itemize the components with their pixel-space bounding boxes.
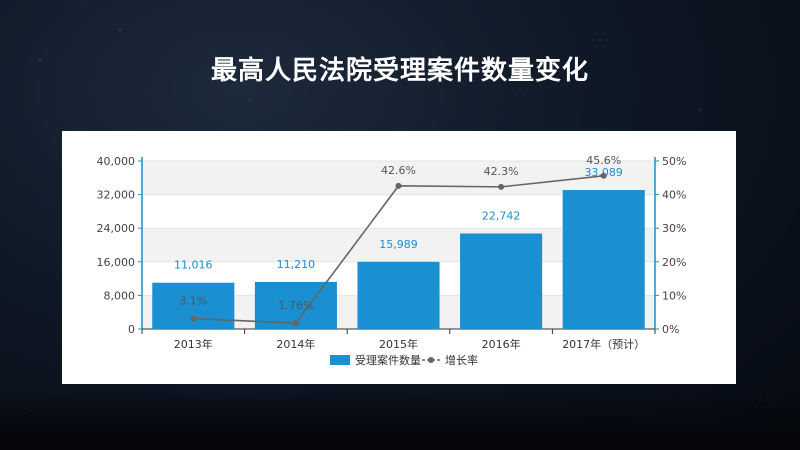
legend-swatch-bar (330, 355, 350, 365)
growth-rate-label: 3.1% (179, 295, 207, 308)
x-axis-tick-label: 2015年 (379, 337, 418, 351)
growth-rate-point (292, 320, 299, 327)
page-title: 最高人民法院受理案件数量变化 (210, 56, 589, 86)
left-axis-tick-label: 16,000 (97, 256, 136, 269)
x-axis-tick-label: 2016年 (482, 337, 521, 351)
bar-value-label: 33,089 (584, 166, 623, 179)
bar (357, 261, 440, 329)
ground-silhouette (0, 390, 800, 450)
growth-rate-label: 1.76% (278, 299, 313, 312)
left-axis-tick-labels: 0 8,000 16,000 24,000 32,000 40,000 (97, 155, 136, 336)
left-axis-tick-label: 24,000 (97, 222, 136, 235)
growth-rate-point (498, 183, 505, 190)
line-series (190, 172, 607, 327)
growth-rate-point (190, 315, 197, 322)
bar (562, 190, 645, 329)
right-axis-tick-label: 0% (662, 323, 679, 336)
growth-rate-label: 42.3% (484, 165, 519, 178)
bar-value-label: 15,989 (379, 238, 418, 251)
right-axis-tick-label: 20% (662, 256, 686, 269)
x-axis-tick-label: 2017年（预计） (562, 337, 645, 351)
legend-swatch-line-marker (428, 357, 434, 363)
left-axis-tick-label: 40,000 (97, 155, 136, 168)
bar (460, 233, 543, 329)
bar-value-label: 11,016 (174, 259, 213, 272)
bar-value-label: 11,210 (277, 258, 316, 271)
right-axis-tick-label: 40% (662, 189, 686, 202)
right-axis-tick-label: 10% (662, 289, 686, 302)
x-axis-tick-labels: 2013年 2014年 2015年 2016年 2017年（预计） (174, 337, 645, 351)
left-axis-tick-label: 32,000 (97, 189, 136, 202)
chart-panel: 11,016 11,210 15,989 22,742 33,089 3.1% 1.76%… (62, 131, 736, 384)
chart-legend: 受理案件数量 增长率 (330, 353, 478, 367)
grid-band (142, 161, 655, 195)
bar-data-labels: 11,016 11,210 15,989 22,742 33,089 (174, 166, 623, 272)
left-axis-tick-label: 8,000 (104, 289, 136, 302)
x-axis-tick-label: 2014年 (276, 337, 315, 351)
line-data-labels: 3.1% 1.76% 42.6% 42.3% 45.6% (179, 154, 621, 312)
combo-chart: 11,016 11,210 15,989 22,742 33,089 3.1% 1.76%… (97, 154, 687, 367)
legend-label-line: 增长率 (445, 353, 478, 367)
growth-rate-label: 42.6% (381, 164, 416, 177)
right-axis-tick-labels: 0% 10% 20% 30% 40% 50% (662, 155, 686, 336)
x-axis-tick-label: 2013年 (174, 337, 213, 351)
growth-rate-label: 45.6% (586, 154, 621, 167)
right-axis-tick-label: 50% (662, 155, 686, 168)
legend-label-bar: 受理案件数量 (355, 353, 421, 367)
growth-rate-point (600, 172, 607, 179)
right-axis-tick-label: 30% (662, 222, 686, 235)
growth-rate-point (395, 182, 402, 189)
left-axis-tick-label: 0 (128, 323, 135, 336)
bar-value-label: 22,742 (482, 209, 520, 222)
